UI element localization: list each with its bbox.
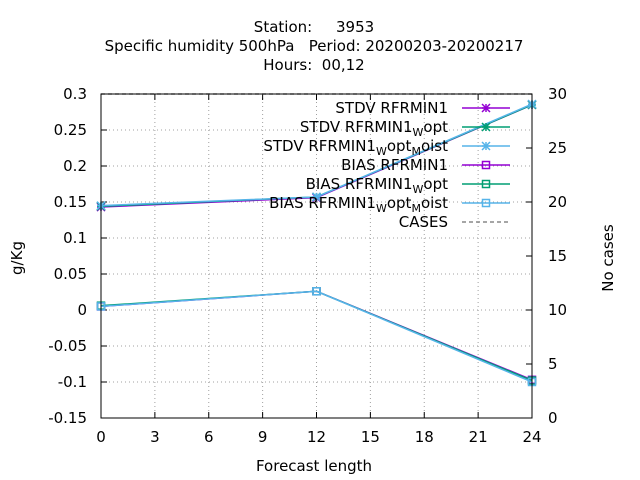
- y2-axis-label: No cases: [599, 224, 617, 292]
- x-tick-label: 6: [204, 428, 214, 446]
- legend-label-part: BIAS RFRMIN1: [341, 156, 448, 174]
- legend-label: STDV RFRMIN1W​optM​oist: [263, 137, 448, 158]
- y2-tick-label: 20: [548, 193, 567, 211]
- legend-label: BIAS RFRMIN1W​opt: [306, 175, 448, 196]
- legend-item-7: CASES: [399, 213, 510, 231]
- chart-title: Station: 3953 Specific humidity 500hPa P…: [105, 18, 524, 74]
- legend-label-part: STDV RFRMIN1: [300, 118, 413, 136]
- y2-tick-label: 15: [548, 247, 567, 265]
- data-point: [311, 192, 322, 202]
- axis-ticks: 0 3 6 9 12 15 18 21 24 -0.15 -0.1 -0.05 0 0.05 0.1 0.15…: [48, 85, 567, 446]
- x-tick-label: 9: [258, 428, 268, 446]
- series-line: [100, 290, 533, 382]
- legend-label-subscript: M: [411, 202, 421, 215]
- legend-label: CASES: [399, 213, 448, 231]
- y-tick-label: 0.25: [54, 121, 87, 139]
- y2-tick-label: 30: [548, 85, 567, 103]
- legend-item-6: BIAS RFRMIN1W​optM​oist: [269, 194, 510, 215]
- legend-marker: [481, 179, 491, 189]
- legend-label-part: STDV RFRMIN1: [335, 99, 448, 117]
- legend-label: STDV RFRMIN1W​opt: [300, 118, 448, 139]
- marker-square: [312, 287, 321, 296]
- x-tick-label: 0: [96, 428, 106, 446]
- legend-label: STDV RFRMIN1: [335, 99, 448, 117]
- y-tick-label: -0.05: [48, 337, 87, 355]
- plot-frame: [100, 93, 533, 419]
- x-tick-label: 15: [361, 428, 380, 446]
- legend-marker: [481, 141, 491, 151]
- marker-square: [481, 198, 491, 208]
- legend-label-part: BIAS RFRMIN1: [269, 194, 376, 212]
- y-tick-label: 0.1: [63, 229, 87, 247]
- legend-label: BIAS RFRMIN1: [341, 156, 448, 174]
- x-axis-label: Forecast length: [256, 457, 372, 475]
- title-line-3: Hours: 00,12: [263, 56, 364, 74]
- x-tick-label: 12: [307, 428, 326, 446]
- marker-square: [481, 160, 491, 170]
- marker-stroke: [481, 103, 491, 113]
- legend-label-part: STDV RFRMIN1: [263, 137, 376, 155]
- x-tick-label: 24: [522, 428, 541, 446]
- legend-marker: [481, 160, 491, 170]
- legend-label-subscript: W: [376, 202, 387, 215]
- x-tick-label: 21: [469, 428, 488, 446]
- y-tick-label: -0.15: [48, 409, 87, 427]
- data-point: [312, 287, 321, 296]
- y-axis-label: g/Kg: [8, 241, 26, 275]
- y-tick-label: -0.1: [58, 373, 87, 391]
- marker-stroke: [481, 141, 491, 151]
- legend-label-part: oist: [421, 137, 448, 155]
- legend-label-part: CASES: [399, 213, 448, 231]
- marker-stroke: [481, 122, 491, 132]
- legend-marker: [481, 103, 491, 113]
- legend-marker: [481, 198, 491, 208]
- legend-label-part: BIAS RFRMIN1: [306, 175, 413, 193]
- legend-label-subscript: M: [411, 145, 421, 158]
- y-tick-label: 0: [77, 301, 87, 319]
- legend-label-part: opt: [423, 118, 448, 136]
- legend-label-part: oist: [421, 194, 448, 212]
- legend-label-subscript: W: [376, 145, 387, 158]
- legend-item-2: STDV RFRMIN1W​opt: [300, 118, 510, 139]
- y2-tick-label: 0: [548, 409, 558, 427]
- y2-tick-label: 25: [548, 139, 567, 157]
- title-line-1: Station: 3953: [254, 18, 374, 36]
- y-tick-label: 0.2: [63, 157, 87, 175]
- legend-label-part: opt: [387, 194, 412, 212]
- legend-item-4: BIAS RFRMIN1: [341, 156, 510, 174]
- y-tick-label: 0.3: [63, 85, 87, 103]
- y2-tick-label: 10: [548, 301, 567, 319]
- legend-label: BIAS RFRMIN1W​optM​oist: [269, 194, 448, 215]
- y-tick-label: 0.05: [54, 265, 87, 283]
- series-line: [100, 290, 533, 383]
- title-line-2: Specific humidity 500hPa Period: 2020020…: [105, 37, 524, 55]
- legend-label-part: opt: [423, 175, 448, 193]
- legend-label-part: opt: [387, 137, 412, 155]
- x-tick-label: 18: [415, 428, 434, 446]
- legend-label-subscript: W: [413, 126, 424, 139]
- x-tick-label: 3: [150, 428, 160, 446]
- marker-stroke: [311, 192, 322, 202]
- legend-item-1: STDV RFRMIN1: [335, 99, 510, 117]
- legend-item-5: BIAS RFRMIN1W​opt: [306, 175, 510, 196]
- marker-square: [481, 179, 491, 189]
- legend-label-subscript: W: [413, 183, 424, 196]
- y2-tick-label: 5: [548, 355, 558, 373]
- legend-item-3: STDV RFRMIN1W​optM​oist: [263, 137, 510, 158]
- y-tick-label: 0.15: [54, 193, 87, 211]
- legend-marker: [481, 122, 491, 132]
